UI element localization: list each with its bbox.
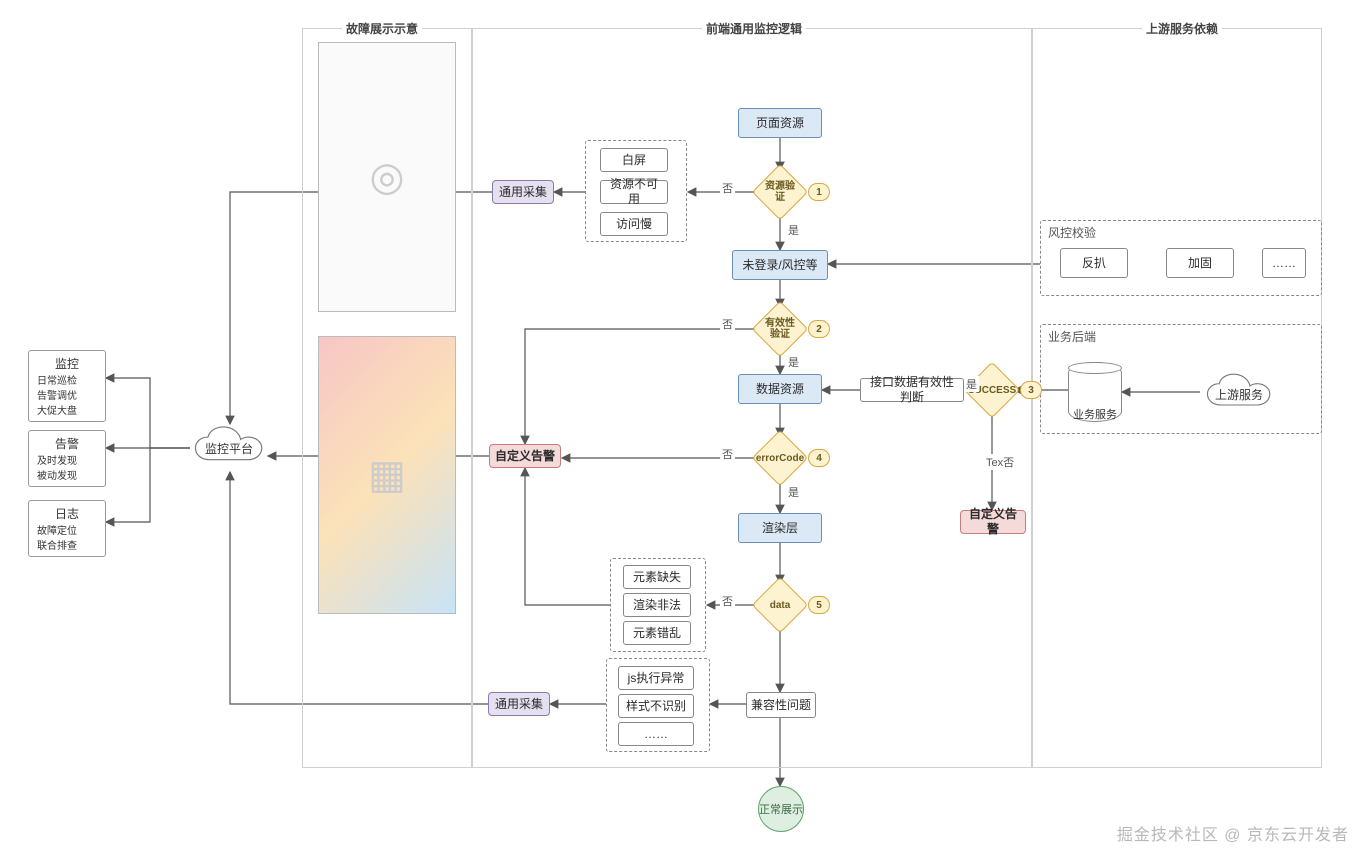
- node-harden: 加固: [1166, 248, 1234, 278]
- edge-label-yes1: 是: [786, 222, 801, 238]
- left-log-i0: 故障定位: [35, 522, 99, 537]
- badge-errorCode: 4: [808, 449, 830, 467]
- diamond-resVerify: 资源验证: [760, 172, 800, 212]
- node-compat: 兼容性问题: [746, 692, 816, 718]
- node-r6a: js执行异常: [618, 666, 694, 690]
- cloud-upstream-service: 上游服务: [1200, 372, 1278, 416]
- node-r5a: 元素缺失: [623, 565, 691, 589]
- left-alert-i0: 及时发现: [35, 452, 99, 467]
- edge-label-yesS: 是: [964, 376, 979, 392]
- left-mon-i1: 告警调优: [35, 387, 99, 402]
- badge-resVerify: 1: [808, 183, 830, 201]
- dashed-biz-label: 业务后端: [1048, 328, 1096, 345]
- left-alert-i1: 被动发现: [35, 467, 99, 482]
- left-box-alert: 告警 及时发现 被动发现: [28, 430, 106, 487]
- node-r5b: 渲染非法: [623, 593, 691, 617]
- left-log-i1: 联合排查: [35, 537, 99, 552]
- edge-label-yes2: 是: [786, 354, 801, 370]
- node-antiCrawl: 反扒: [1060, 248, 1128, 278]
- cloud-upstream-label: 上游服务: [1215, 386, 1263, 403]
- mock-screenshot-2: ▦: [318, 336, 456, 614]
- node-r1a: 白屏: [600, 148, 668, 172]
- node-collect1: 通用采集: [492, 180, 554, 204]
- node-customAlert2: 自定义告警: [960, 510, 1026, 534]
- node-dots: ……: [1262, 248, 1306, 278]
- badge-validVer: 2: [808, 320, 830, 338]
- edge-label-no1: 否: [720, 180, 735, 196]
- left-mon-i0: 日常巡检: [35, 372, 99, 387]
- node-r1b: 资源不可用: [600, 180, 668, 204]
- dashed-risk-label: 风控校验: [1048, 224, 1096, 241]
- node-dataRes: 数据资源: [738, 374, 822, 404]
- left-box-log: 日志 故障定位 联合排查: [28, 500, 106, 557]
- cloud-monitor-platform: 监控平台: [190, 424, 268, 472]
- node-r1c: 访问慢: [600, 212, 668, 236]
- node-renderLayer: 渲染层: [738, 513, 822, 543]
- circle-normalShow: 正常展示: [758, 786, 804, 832]
- left-box-monitor: 监控 日常巡检 告警调优 大促大盘: [28, 350, 106, 422]
- badge-success: 3: [1020, 381, 1042, 399]
- left-alert-title: 告警: [35, 435, 99, 452]
- left-log-title: 日志: [35, 505, 99, 522]
- node-apiJudge: 接口数据有效性判断: [860, 378, 964, 402]
- watermark: 掘金技术社区 @ 京东云开发者: [1117, 821, 1349, 845]
- edge-label-no5: 否: [720, 593, 735, 609]
- mock-screenshot-1: ◎: [318, 42, 456, 312]
- node-customAlert: 自定义告警: [489, 444, 561, 468]
- node-r6c: ……: [618, 722, 694, 746]
- panel-fault-title: 故障展示示意: [342, 20, 422, 37]
- panel-monitor-title: 前端通用监控逻辑: [702, 20, 806, 37]
- diamond-errorCode: errorCode: [760, 438, 800, 478]
- edge-label-yes4: 是: [786, 484, 801, 500]
- node-r5c: 元素错乱: [623, 621, 691, 645]
- left-mon-title: 监控: [35, 355, 99, 372]
- cylinder-biz-label: 业务服务: [1068, 406, 1122, 422]
- left-mon-i2: 大促大盘: [35, 402, 99, 417]
- badge-dataD: 5: [808, 596, 830, 614]
- edge-label-no4: 否: [720, 446, 735, 462]
- node-pageRes: 页面资源: [738, 108, 822, 138]
- diamond-dataD: data: [760, 585, 800, 625]
- node-r6b: 样式不识别: [618, 694, 694, 718]
- panel-upstream-title: 上游服务依赖: [1142, 20, 1222, 37]
- node-loginRC: 未登录/风控等: [732, 250, 828, 280]
- edge-label-no2: 否: [720, 316, 735, 332]
- diamond-validVer: 有效性 验证: [760, 309, 800, 349]
- node-collect2: 通用采集: [488, 692, 550, 716]
- cloud-monitor-label: 监控平台: [205, 440, 253, 457]
- edge-label-tex: Tex否: [984, 454, 1016, 470]
